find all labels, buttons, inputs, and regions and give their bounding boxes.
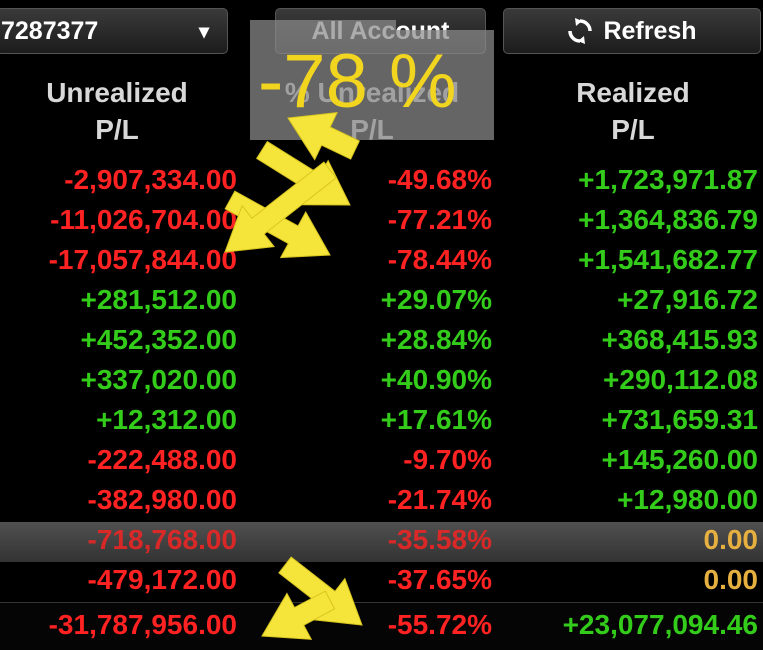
account-id: 7287377 [1, 16, 99, 45]
pl-value: -49.68% [387, 164, 492, 195]
pl-value: -21.74% [387, 484, 492, 515]
pl-value: +290,112.08 [603, 364, 758, 395]
refresh-icon [568, 18, 593, 44]
pl-value: +17.61% [380, 404, 492, 435]
column-header: Realized [576, 77, 690, 108]
pl-value: -11,026,704.00 [50, 204, 237, 235]
pl-value: +1,364,836.79 [578, 204, 758, 235]
column-header: P/L [611, 114, 655, 145]
column-header: P/L [95, 114, 139, 145]
pl-value: 0.00 [703, 524, 759, 555]
pl-value: +281,512.00 [80, 284, 238, 315]
pl-value: -479,172.00 [87, 564, 237, 595]
arrow [224, 190, 331, 259]
pl-value: -78.44% [387, 244, 492, 275]
pl-value: +145,260.00 [601, 444, 759, 475]
pl-value: +28.84% [380, 324, 492, 355]
pl-value: +40.90% [380, 364, 492, 395]
total-row [0, 602, 763, 650]
overlay-text: -78 % [258, 39, 457, 124]
pl-value: -31,787,956.00 [48, 609, 237, 640]
pl-value: +337,020.00 [80, 364, 238, 395]
arrow [287, 112, 360, 161]
pl-value: -35.58% [387, 524, 492, 555]
pl-value: +27,916.72 [617, 284, 758, 315]
pl-value: +12,980.00 [617, 484, 758, 515]
refresh-button[interactable]: Refresh [503, 8, 761, 54]
pl-value: +29.07% [380, 284, 492, 315]
overlay-box [396, 30, 494, 140]
pl-value: -17,057,844.00 [48, 244, 237, 275]
pl-value: -77.21% [387, 204, 492, 235]
pl-value: +368,415.93 [601, 324, 759, 355]
pl-value: -718,768.00 [87, 524, 237, 555]
pl-value: +452,352.00 [80, 324, 238, 355]
column-header: Unrealized [46, 77, 188, 108]
pl-value: -9.70% [403, 444, 492, 475]
pl-value: +1,723,971.87 [578, 164, 758, 195]
pl-value: -382,980.00 [87, 484, 237, 515]
refresh-label: Refresh [603, 16, 697, 45]
pl-value: +1,541,682.77 [578, 244, 758, 275]
pl-value: +731,659.31 [601, 404, 759, 435]
dropdown-icon: ▾ [198, 20, 209, 43]
arrow [261, 590, 336, 640]
pl-value: 0.00 [703, 564, 759, 595]
arrow [224, 161, 337, 253]
pl-value: +23,077,094.46 [562, 609, 758, 640]
pl-value: -222,488.00 [87, 444, 237, 475]
pl-value: -2,907,334.00 [64, 164, 237, 195]
selected-row [0, 522, 763, 562]
pl-value: -55.72% [387, 609, 492, 640]
account-dropdown[interactable]: 7287377 ▾ [0, 8, 228, 54]
pl-value: -37.65% [387, 564, 492, 595]
pl-value: +12,312.00 [96, 404, 237, 435]
